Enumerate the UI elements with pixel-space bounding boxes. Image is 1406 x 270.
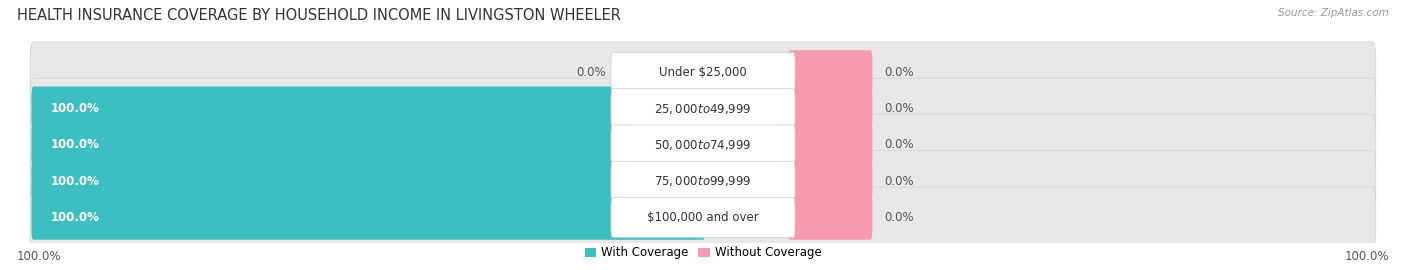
FancyBboxPatch shape [31,123,704,167]
Text: HEALTH INSURANCE COVERAGE BY HOUSEHOLD INCOME IN LIVINGSTON WHEELER: HEALTH INSURANCE COVERAGE BY HOUSEHOLD I… [17,8,620,23]
FancyBboxPatch shape [31,159,704,203]
Text: 0.0%: 0.0% [884,66,914,79]
Text: 0.0%: 0.0% [884,175,914,188]
FancyBboxPatch shape [787,195,872,240]
FancyBboxPatch shape [30,42,1376,103]
Text: $25,000 to $49,999: $25,000 to $49,999 [654,102,752,116]
Text: 100.0%: 100.0% [51,102,98,115]
FancyBboxPatch shape [787,86,872,131]
Text: 100.0%: 100.0% [51,139,98,151]
Text: 100.0%: 100.0% [17,250,62,263]
Text: 0.0%: 0.0% [884,139,914,151]
FancyBboxPatch shape [30,187,1376,248]
FancyBboxPatch shape [30,151,1376,212]
FancyBboxPatch shape [787,50,872,94]
FancyBboxPatch shape [787,159,872,203]
FancyBboxPatch shape [612,198,794,238]
Legend: With Coverage, Without Coverage: With Coverage, Without Coverage [579,242,827,264]
Text: $100,000 and over: $100,000 and over [647,211,759,224]
FancyBboxPatch shape [30,78,1376,139]
FancyBboxPatch shape [612,52,794,92]
FancyBboxPatch shape [612,161,794,201]
Text: 0.0%: 0.0% [884,102,914,115]
FancyBboxPatch shape [31,195,704,240]
Text: 100.0%: 100.0% [1344,250,1389,263]
Text: 0.0%: 0.0% [884,211,914,224]
FancyBboxPatch shape [612,89,794,129]
FancyBboxPatch shape [30,114,1376,176]
FancyBboxPatch shape [31,86,704,131]
Text: 100.0%: 100.0% [51,211,98,224]
FancyBboxPatch shape [612,125,794,165]
Text: Source: ZipAtlas.com: Source: ZipAtlas.com [1278,8,1389,18]
Text: 100.0%: 100.0% [51,175,98,188]
FancyBboxPatch shape [787,123,872,167]
Text: 0.0%: 0.0% [576,66,606,79]
Text: Under $25,000: Under $25,000 [659,66,747,79]
Text: $75,000 to $99,999: $75,000 to $99,999 [654,174,752,188]
Text: $50,000 to $74,999: $50,000 to $74,999 [654,138,752,152]
